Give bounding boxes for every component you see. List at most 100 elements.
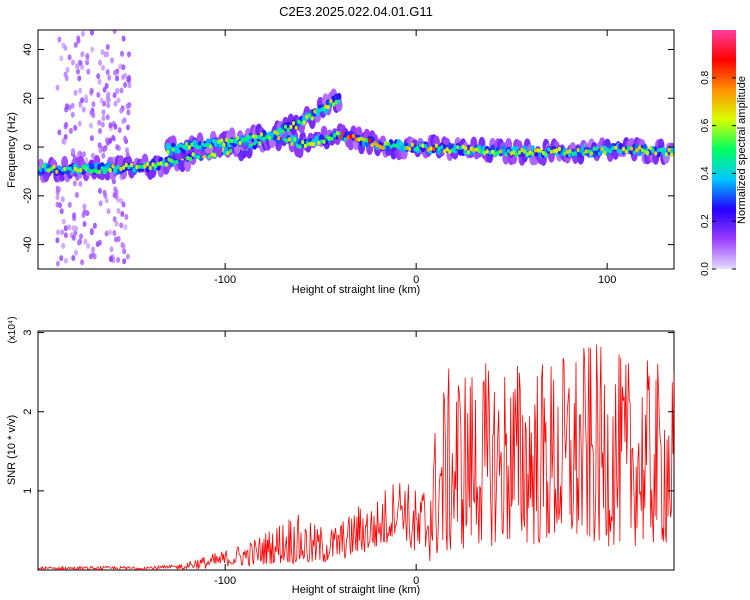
spectrogram-cell: [113, 168, 118, 173]
spectrogram-cell: [394, 143, 398, 148]
spectrogram-speckle: [100, 49, 105, 56]
spectrogram-speckle: [115, 88, 120, 94]
spectrogram-cell: [469, 146, 473, 151]
spectrogram-cell: [638, 145, 642, 150]
spectrogram-cell: [405, 145, 409, 151]
spectrogram-cell: [293, 137, 297, 142]
spectrogram-cell: [351, 133, 356, 139]
colorbar-tick-label: 0.0: [700, 262, 711, 276]
spectrogram-cell: [291, 121, 296, 126]
spectrogram-cell: [611, 145, 615, 151]
spectrogram-cell: [359, 136, 364, 141]
spectrogram-cell: [354, 137, 358, 142]
colorbar-tick-label: 0.4: [700, 166, 711, 180]
spectrogram-cell: [640, 148, 644, 153]
spectrogram-speckle: [57, 36, 62, 43]
spectrogram-cell: [643, 149, 647, 154]
spectrogram-cell: [306, 141, 310, 147]
spectrogram-cell: [122, 165, 126, 170]
spectrogram-speckle: [95, 241, 100, 248]
figure-title: C2E3.2025.022.04.01.G11: [279, 4, 433, 19]
spectrogram-cell: [296, 144, 304, 159]
spectrogram-speckle: [82, 221, 87, 227]
spectrogram-cell: [512, 150, 516, 155]
spectrogram-speckle: [92, 253, 97, 260]
spectrogram-speckle: [102, 86, 107, 93]
spectrogram-cell: [392, 143, 396, 148]
spectrogram-speckle: [121, 201, 126, 208]
spectrogram-cell: [429, 146, 433, 151]
spectrogram-cell: [311, 141, 315, 147]
spectrogram-cell: [541, 150, 546, 156]
spectrogram-cell: [386, 141, 390, 146]
spectrogram-speckle: [78, 180, 83, 187]
spectrogram-speckle: [106, 208, 111, 215]
spectrogram-cell: [190, 142, 194, 147]
spectrogram-speckle: [104, 137, 109, 144]
spectrogram-speckle: [90, 46, 95, 53]
spectrogram-speckle: [60, 229, 65, 236]
spectrogram-speckle: [98, 200, 103, 207]
spectrogram-cell: [322, 139, 326, 144]
spectrogram-cell: [278, 127, 282, 132]
spectrogram-cell: [434, 143, 438, 148]
spectrogram-cell: [592, 146, 596, 151]
snr-y-tick-label: 2: [22, 409, 34, 415]
spectrogram-speckle: [84, 94, 88, 101]
spectrogram-cell: [140, 164, 144, 169]
colorbar-gradient: [712, 30, 736, 269]
spectrogram-cell: [265, 134, 269, 140]
spectrogram-cell: [209, 144, 213, 149]
spectrogram-speckle: [119, 222, 124, 229]
spectrogram-x-label: Height of straight line (km): [292, 284, 420, 296]
spectrogram-speckle: [113, 123, 118, 130]
spectrogram-cell: [493, 151, 497, 157]
spectrogram-cell: [63, 166, 67, 172]
spectrogram-cell: [146, 161, 150, 167]
spectrogram-cell: [49, 166, 54, 171]
spectrogram-speckle: [65, 66, 70, 73]
spectrogram-cell: [584, 149, 588, 154]
spectrogram-cell: [317, 140, 321, 145]
spectrogram-speckle: [56, 229, 61, 236]
spectrogram-speckle: [84, 157, 89, 164]
spectrogram-cell: [100, 166, 104, 171]
spectrogram-cell: [228, 148, 233, 154]
spectrogram-speckle: [67, 54, 72, 61]
spectrogram-cell: [188, 156, 192, 162]
spectrogram-cell: [330, 136, 334, 142]
spectrogram-speckle: [126, 109, 131, 116]
spectrogram-cell: [193, 141, 197, 147]
spectrogram-speckle: [85, 53, 90, 59]
spectrogram-speckle: [70, 102, 75, 109]
spectrogram-cell: [294, 125, 298, 130]
spectrogram-speckle: [76, 35, 81, 42]
spectrogram-cell: [116, 164, 120, 170]
spectrogram-cell: [413, 147, 417, 152]
spectrogram-speckle: [116, 208, 121, 214]
spectrogram-cell: [440, 145, 444, 150]
spectrogram-cell: [281, 129, 285, 134]
spectrogram-speckle: [125, 253, 130, 260]
spectrogram-cell: [187, 145, 191, 150]
spectrogram-cell: [191, 152, 195, 157]
spectrogram-cell: [624, 149, 628, 154]
spectrogram-speckle: [59, 55, 64, 62]
spectrogram-speckle: [123, 224, 128, 231]
spectrogram-cell: [466, 150, 471, 155]
spectrogram-cell: [228, 127, 236, 142]
spectrogram-x-tick-label: -100: [214, 274, 236, 286]
spectrogram-cell: [552, 148, 556, 154]
spectrogram-speckle: [98, 147, 103, 154]
spectrogram-cell: [297, 119, 301, 125]
spectrogram-speckle: [64, 75, 69, 82]
spectrogram-cell: [336, 92, 342, 101]
spectrogram-cell: [332, 102, 336, 107]
spectrogram-cell: [154, 164, 158, 169]
spectrogram-cell: [222, 142, 226, 147]
spectrogram-cell: [373, 141, 377, 146]
spectrogram-cell: [201, 142, 205, 147]
spectrogram-speckle: [67, 224, 72, 231]
spectrogram-speckle: [77, 75, 82, 82]
spectrogram-speckle: [98, 187, 102, 194]
